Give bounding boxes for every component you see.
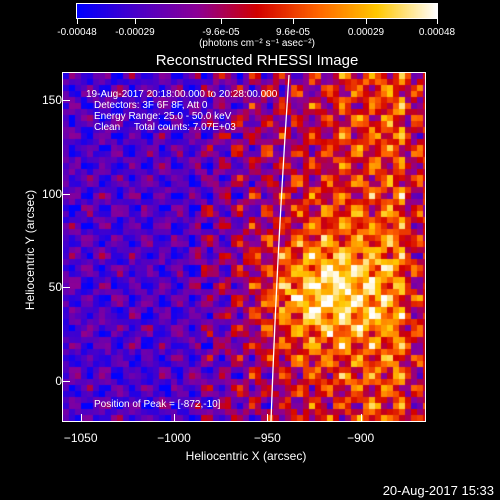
y-tick-label: 150 (41, 93, 62, 108)
x-tick-mark (360, 414, 362, 421)
info-detectors: Detectors: 3F 6F 8F, Att 0 (94, 100, 208, 111)
solar-limb-line (270, 74, 290, 421)
y-tick-label: 0 (55, 373, 62, 388)
limb-overlay (270, 74, 290, 421)
x-tick-mark (267, 414, 269, 421)
colorbar-tick-mark (77, 19, 78, 24)
x-tick-label: −950 (253, 431, 281, 445)
colorbar-tick-label: 0.00048 (418, 27, 456, 38)
info-clean-counts: Clean Total counts: 7.07E+03 (94, 122, 236, 133)
y-tick-mark (63, 287, 70, 289)
image-plot: 19-Aug-2017 20:18:00.000 to 20:28:00.000… (62, 72, 426, 422)
colorbar-tick-label: -0.00029 (115, 27, 155, 38)
info-peak-position: Position of Peak = [-872,-10] (94, 399, 221, 410)
colorbar-tick-mark (366, 19, 367, 24)
x-tick-mark (174, 414, 175, 421)
y-tick-mark (63, 380, 70, 382)
rhessi-heatmap (63, 73, 425, 421)
colorbar-tick-mark (293, 19, 294, 24)
y-tick-label: 50 (48, 280, 62, 295)
x-tick-label: −1000 (157, 431, 191, 445)
y-tick-mark (63, 100, 70, 102)
x-tick-mark (80, 414, 82, 421)
info-energy-range: Energy Range: 25.0 - 50.0 keV (94, 111, 232, 122)
timestamp: 20-Aug-2017 15:33 (382, 483, 494, 498)
colorbar-tick-label: 0.00029 (347, 27, 385, 38)
y-tick-mark (63, 193, 70, 195)
colorbar-tick-mark (221, 19, 222, 24)
colorbar-tick-mark (135, 19, 136, 24)
colorbar-tick-label: -9.6e-05 (202, 27, 240, 38)
info-time-range: 19-Aug-2017 20:18:00.000 to 20:28:00.000 (86, 89, 278, 100)
x-tick-label: −1050 (63, 431, 98, 445)
colorbar-tick-label: -0.00048 (57, 27, 97, 38)
y-tick-label: 100 (41, 186, 62, 201)
colorbar-units-label: (photons cm⁻² s⁻¹ asec⁻²) (199, 38, 315, 49)
colorbar-tick-mark (437, 19, 438, 24)
x-axis-label: Heliocentric X (arcsec) (185, 449, 307, 463)
x-tick-label: −900 (347, 431, 375, 445)
colorbar (76, 3, 438, 19)
y-axis-label: Heliocentric Y (arcsec) (23, 189, 37, 311)
colorbar-tick-label: 9.6e-05 (276, 27, 310, 38)
image-title: Reconstructed RHESSI Image (155, 52, 359, 69)
